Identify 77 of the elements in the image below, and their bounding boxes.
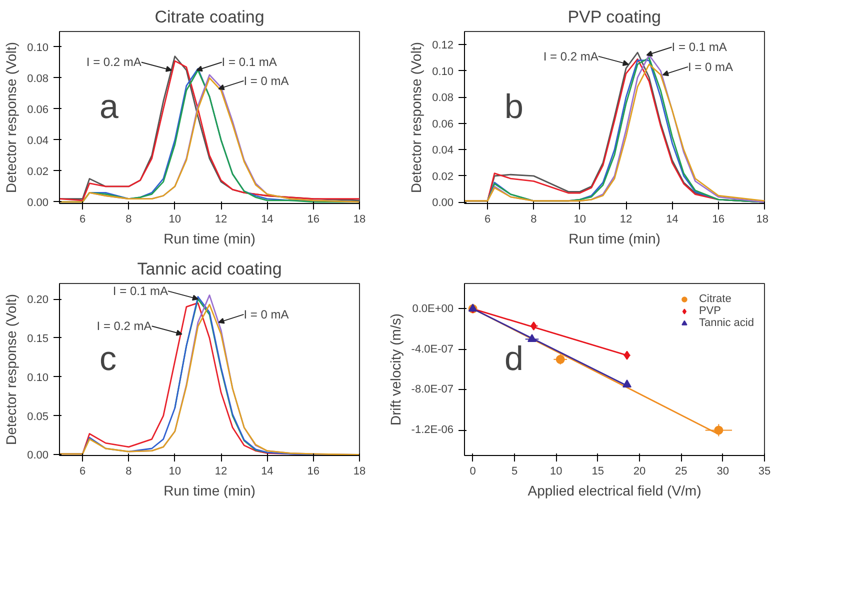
chart-title: Citrate coating — [154, 8, 264, 26]
chart-title: PVP coating — [568, 8, 661, 26]
y-tick-label: 0.10 — [27, 372, 49, 384]
y-axis-title: Detector response (Volt) — [3, 42, 20, 193]
y-tick-label: 0.06 — [27, 104, 49, 116]
x-tick-label: 6 — [484, 214, 491, 226]
x-tick-label: 35 — [758, 466, 771, 478]
x-tick-label: 12 — [620, 214, 632, 226]
y-axis-title: Detector response (Volt) — [408, 42, 424, 193]
legend-label: PVP — [698, 305, 721, 317]
x-tick-label: 0 — [470, 466, 476, 478]
x-tick-label: 12 — [214, 214, 228, 226]
y-axis-title: Drift velocity (m/s) — [387, 314, 404, 426]
x-tick-label: 5 — [511, 466, 518, 478]
y-tick-label: 0.20 — [27, 294, 49, 306]
y-tick-label: -4.0E-07 — [411, 343, 454, 356]
y-tick-label: 0.15 — [27, 332, 49, 345]
annotation: I = 0 mA — [244, 307, 289, 322]
annotation: b — [504, 88, 524, 126]
x-tick-label: 8 — [530, 214, 537, 226]
y-tick-label: 0.10 — [27, 42, 49, 54]
x-tick-label: 16 — [307, 214, 320, 226]
x-tick-label: 14 — [261, 466, 274, 478]
y-tick-label: 0.04 — [27, 134, 49, 147]
x-tick-label: 15 — [592, 466, 604, 478]
annotation: I = 0 mA — [244, 74, 289, 88]
x-tick-label: 14 — [261, 214, 274, 226]
x-axis-title: Run time (min) — [568, 230, 660, 246]
annotation: I = 0.2 mA — [96, 319, 152, 334]
y-tick-label: 0.00 — [27, 196, 49, 209]
x-tick-label: 10 — [574, 214, 586, 226]
y-tick-label: 0.05 — [27, 410, 49, 423]
y-tick-label: 0.12 — [432, 40, 454, 52]
annotation: a — [100, 88, 118, 126]
x-tick-label: 18 — [353, 214, 366, 226]
annotation: I = 0.1 mA — [222, 55, 277, 70]
x-tick-label: 6 — [80, 214, 86, 226]
x-tick-label: 10 — [168, 214, 182, 226]
x-axis-title: Applied electrical field (V/m) — [528, 482, 702, 498]
x-tick-label: 30 — [716, 466, 729, 478]
x-tick-label: 10 — [168, 466, 182, 478]
y-tick-label: 0.08 — [432, 92, 454, 104]
chart-title: Tannic acid coating — [137, 260, 282, 278]
x-tick-label: 14 — [666, 214, 678, 226]
x-tick-label: 18 — [756, 214, 769, 226]
x-tick-label: 25 — [675, 466, 688, 478]
y-tick-label: 0.10 — [432, 66, 454, 78]
annotation: d — [504, 340, 524, 378]
x-tick-label: 8 — [126, 466, 132, 478]
y-tick-label: 0.04 — [432, 144, 454, 157]
y-tick-label: -8.0E-07 — [411, 384, 454, 396]
x-tick-label: 16 — [712, 214, 724, 226]
x-tick-label: 16 — [307, 466, 320, 478]
x-axis-title: Run time (min) — [164, 230, 256, 246]
y-tick-label: 0.08 — [27, 72, 49, 85]
annotation: I = 0 mA — [688, 60, 733, 74]
annotation: I = 0.1 mA — [672, 40, 727, 54]
y-tick-label: 0.00 — [432, 197, 454, 210]
x-tick-label: 6 — [80, 466, 86, 478]
y-tick-label: 0.02 — [432, 170, 454, 183]
annotation: I = 0.1 mA — [112, 284, 168, 298]
annotation: I = 0.2 mA — [86, 55, 142, 70]
y-tick-label: -1.2E-06 — [411, 424, 454, 436]
x-tick-label: 10 — [550, 466, 562, 478]
y-axis-title: Detector response (Volt) — [3, 294, 20, 445]
y-tick-label: 0.0E+00 — [412, 302, 454, 315]
y-tick-label: 0.02 — [27, 166, 49, 178]
x-tick-label: 12 — [214, 466, 228, 478]
annotation: I = 0.2 mA — [543, 49, 598, 64]
x-tick-label: 20 — [633, 466, 646, 478]
y-tick-label: 0.06 — [432, 118, 454, 130]
annotation: c — [100, 340, 116, 378]
x-tick-label: 18 — [353, 466, 366, 478]
x-tick-label: 8 — [126, 214, 132, 226]
legend-label: Citrate — [698, 293, 732, 305]
y-tick-label: 0.00 — [27, 450, 49, 462]
legend-label: Tannic acid — [698, 317, 754, 329]
